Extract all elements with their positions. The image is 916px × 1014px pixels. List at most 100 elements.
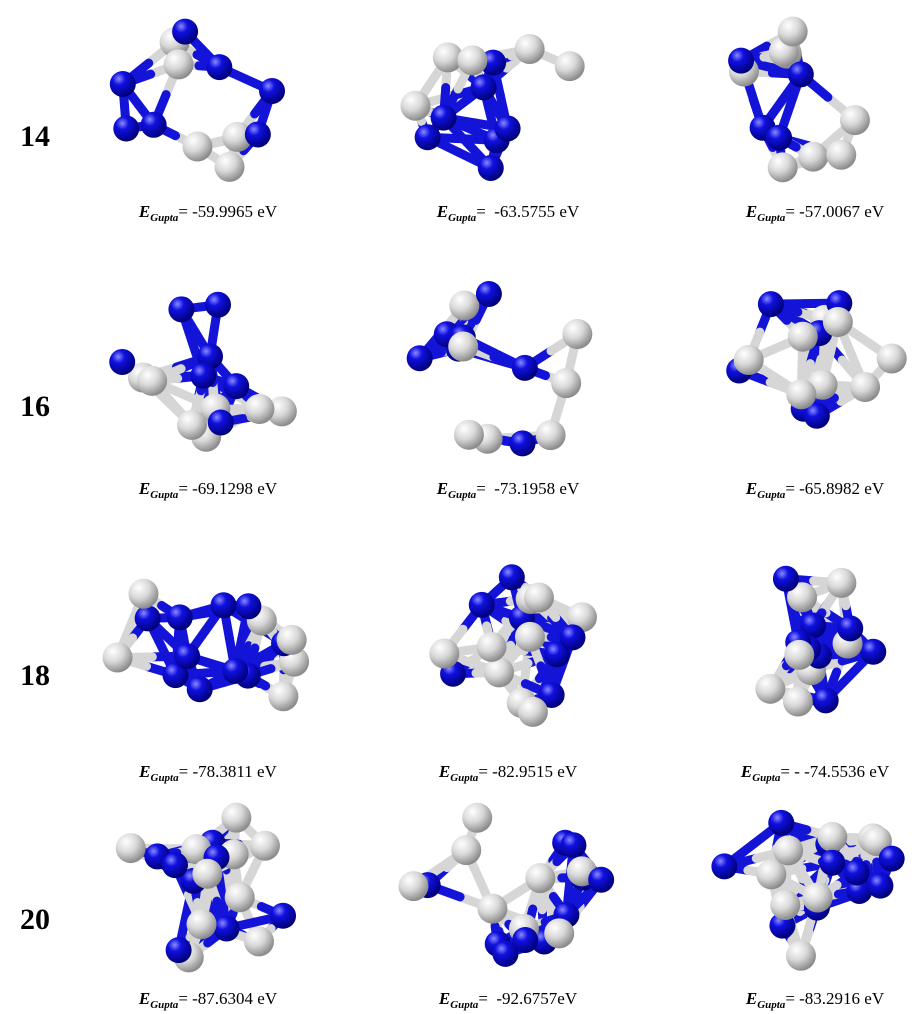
cluster — [429, 564, 597, 727]
atom — [551, 368, 581, 398]
atom — [110, 71, 136, 97]
atom — [773, 835, 803, 865]
atom — [788, 61, 814, 87]
atom — [250, 831, 280, 861]
cluster — [110, 19, 285, 182]
energy-label: EGupta= -57.0067 eV — [685, 202, 916, 224]
atom — [166, 937, 192, 963]
atom — [177, 410, 207, 440]
atom — [850, 372, 880, 402]
energy-subscript: Gupta — [150, 489, 178, 501]
atom — [826, 140, 856, 170]
atom — [823, 307, 853, 337]
atom — [786, 941, 816, 971]
energy-symbol: E — [746, 989, 757, 1008]
atom — [451, 835, 481, 865]
atom — [819, 850, 845, 876]
energy-value: = -82.9515 eV — [478, 762, 577, 781]
atom — [544, 918, 574, 948]
atom — [128, 579, 158, 609]
atom — [192, 859, 222, 889]
atom — [103, 643, 133, 673]
energy-subscript: Gupta — [150, 999, 178, 1011]
atom — [214, 916, 240, 942]
atom — [448, 332, 478, 362]
atom — [840, 105, 870, 135]
cluster — [755, 566, 886, 717]
atom — [879, 846, 905, 872]
atom — [476, 281, 502, 307]
energy-label: EGupta= -65.8982 eV — [685, 479, 916, 501]
energy-value: = -87.6304 eV — [178, 989, 277, 1008]
energy-value: = -65.8982 eV — [785, 479, 884, 498]
atom — [162, 852, 188, 878]
atom — [512, 927, 538, 953]
energy-symbol: E — [746, 479, 757, 498]
atom — [407, 345, 433, 371]
energy-symbol: E — [439, 762, 450, 781]
row-label: 18 — [10, 659, 60, 693]
energy-value: = -59.9965 eV — [178, 202, 277, 221]
energy-symbol: E — [741, 762, 752, 781]
atom — [449, 290, 479, 320]
atom — [803, 882, 833, 912]
energy-label: EGupta= -87.6304 eV — [78, 989, 338, 1011]
energy-subscript: Gupta — [757, 489, 785, 501]
atom — [813, 687, 839, 713]
energy-symbol: E — [746, 202, 757, 221]
atom — [225, 882, 255, 912]
atom — [844, 860, 870, 886]
atom — [524, 583, 554, 613]
atom — [270, 903, 296, 929]
atom — [778, 17, 808, 47]
row-label: 20 — [10, 903, 60, 937]
atom — [734, 345, 764, 375]
energy-symbol: E — [139, 762, 150, 781]
cluster — [116, 803, 296, 973]
atom — [471, 74, 497, 100]
energy-subscript: Gupta — [450, 999, 478, 1011]
atom — [495, 115, 521, 141]
atom — [484, 657, 514, 687]
atom — [515, 34, 545, 64]
energy-subscript: Gupta — [450, 772, 478, 784]
cluster — [726, 290, 907, 429]
atom — [768, 810, 794, 836]
atom — [711, 853, 737, 879]
cluster — [103, 579, 310, 712]
atom — [860, 639, 886, 665]
atom — [773, 566, 799, 592]
atom — [758, 291, 784, 317]
atom — [215, 152, 245, 182]
atom — [837, 615, 863, 641]
energy-label: EGupta= -59.9965 eV — [78, 202, 338, 224]
atom — [222, 658, 248, 684]
atom — [113, 116, 139, 142]
atom — [783, 686, 813, 716]
energy-value: = -73.1958 eV — [476, 479, 579, 498]
energy-symbol: E — [439, 989, 450, 1008]
atom — [817, 822, 847, 852]
energy-subscript: Gupta — [757, 999, 785, 1011]
atom — [784, 640, 814, 670]
cluster — [398, 803, 614, 967]
atom — [555, 51, 585, 81]
atom — [512, 355, 538, 381]
energy-symbol: E — [139, 989, 150, 1008]
energy-label: EGupta= -63.5755 eV — [378, 202, 638, 224]
atom — [536, 420, 566, 450]
energy-value: = -69.1298 eV — [178, 479, 277, 498]
atom — [400, 91, 430, 121]
energy-symbol: E — [437, 202, 448, 221]
energy-value: = -83.2916 eV — [785, 989, 884, 1008]
atom — [515, 622, 545, 652]
cluster — [728, 17, 870, 183]
atom — [164, 49, 194, 79]
energy-symbol: E — [437, 479, 448, 498]
atom — [205, 292, 231, 318]
energy-value: = - -74.5536 eV — [780, 762, 889, 781]
energy-label: EGupta= -92.6757eV — [378, 989, 638, 1011]
atom — [766, 125, 792, 151]
atom — [477, 894, 507, 924]
atom — [190, 363, 216, 389]
